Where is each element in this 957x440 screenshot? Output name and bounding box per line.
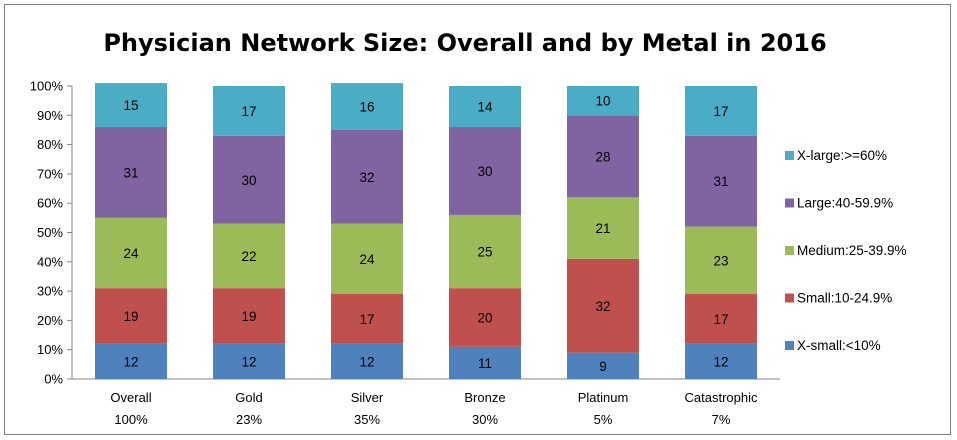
data-label: 25 — [477, 245, 492, 260]
data-label: 31 — [123, 165, 138, 180]
bar-segment — [685, 343, 757, 379]
bar-segment — [331, 343, 403, 379]
legend-label: X-large:>=60% — [797, 148, 887, 163]
bar-segment — [685, 86, 757, 136]
data-label: 17 — [713, 312, 728, 327]
y-tick-label: 20% — [37, 313, 63, 328]
data-label: 9 — [599, 359, 607, 374]
data-label: 30 — [477, 164, 492, 179]
legend-label: Medium:25-39.9% — [797, 243, 907, 258]
bar-segment — [567, 352, 639, 379]
data-label: 15 — [123, 98, 138, 113]
data-label: 17 — [241, 104, 256, 119]
bar-segment — [95, 288, 167, 344]
legend-swatch — [785, 293, 794, 303]
bar-segment — [449, 288, 521, 347]
bar-segment — [95, 343, 167, 379]
data-label: 12 — [359, 354, 374, 369]
y-tick-label: 70% — [37, 166, 63, 181]
x-tick-sublabel: 35% — [354, 412, 380, 427]
y-tick-label: 60% — [37, 196, 63, 211]
bar-segment — [567, 115, 639, 198]
legend: X-large:>=60% Large:40-59.9% Medium:25-39.… — [785, 148, 907, 353]
x-tick-sublabel: 7% — [712, 412, 731, 427]
x-tick-sublabel: 23% — [236, 412, 262, 427]
data-label: 24 — [359, 252, 375, 267]
bar-segment — [95, 127, 167, 218]
bar-segment — [213, 288, 285, 344]
data-label: 17 — [713, 104, 728, 119]
data-label: 12 — [241, 354, 256, 369]
data-label: 22 — [241, 249, 256, 264]
bar-segment — [331, 83, 403, 130]
data-label: 30 — [241, 173, 256, 188]
legend-swatch — [785, 246, 794, 255]
x-tick-label: Silver — [351, 390, 384, 405]
x-tick-label: Overall — [110, 390, 151, 405]
legend-label: Small:10-24.9% — [797, 291, 892, 306]
data-label: 23 — [713, 253, 728, 268]
bar-segment — [213, 223, 285, 289]
legend-label: X-small:<10% — [797, 338, 881, 353]
data-label: 28 — [595, 149, 610, 164]
data-label: 17 — [359, 312, 374, 327]
y-tick-label: 90% — [37, 108, 63, 123]
data-label: 11 — [478, 356, 492, 371]
bar-segment — [213, 135, 285, 224]
x-tick-label: Gold — [235, 390, 262, 405]
bar-segment — [331, 223, 403, 295]
y-tick-label: 30% — [37, 284, 63, 299]
bar-segment — [95, 83, 167, 128]
bar-segment — [685, 294, 757, 344]
data-label: 31 — [713, 174, 728, 189]
data-label: 24 — [123, 246, 139, 261]
bar-segment — [449, 346, 521, 379]
bar-segment — [213, 86, 285, 136]
y-tick-label: 0% — [44, 372, 63, 387]
legend-swatch — [785, 151, 794, 160]
x-tick-sublabel: 100% — [114, 412, 148, 427]
bar-segment — [331, 129, 403, 224]
data-label: 14 — [477, 100, 493, 115]
data-label: 20 — [477, 310, 492, 325]
x-tick-label: Bronze — [464, 390, 505, 405]
chart-title: Physician Network Size: Overall and by M… — [103, 29, 827, 57]
y-tick-label: 80% — [37, 137, 63, 152]
data-label: 19 — [241, 309, 256, 324]
data-label: 16 — [359, 100, 374, 115]
axes: 0% 10% 20% 30% 40% 50% 60% 70% 80% 90% 100% Overall… — [30, 79, 780, 427]
y-tick-label: 100% — [30, 79, 64, 94]
data-label: 12 — [123, 354, 138, 369]
y-tick-label: 10% — [37, 342, 63, 357]
bar-segment — [449, 86, 521, 128]
bar-segment — [567, 197, 639, 259]
legend-label: Large:40-59.9% — [797, 196, 893, 211]
bar-segment — [567, 258, 639, 353]
data-label: 32 — [595, 299, 610, 314]
data-label: 12 — [713, 354, 728, 369]
x-tick-label: Catastrophic — [685, 390, 758, 405]
bar-segment — [449, 214, 521, 289]
bar-segment — [449, 127, 521, 215]
data-label: 21 — [595, 221, 610, 236]
bar-segment — [567, 86, 639, 116]
legend-swatch — [785, 341, 794, 350]
data-label: 32 — [359, 170, 374, 185]
bar-segment — [685, 226, 757, 295]
x-tick-sublabel: 5% — [594, 412, 613, 427]
x-tick-label: Platinum — [578, 390, 629, 405]
bar-segment — [331, 294, 403, 344]
data-label: 10 — [595, 94, 610, 109]
legend-swatch — [785, 198, 794, 208]
bars: 12 19 24 31 15 12 19 22 30 17 12 17 24 32 16 11 20 25 30 14… — [95, 83, 757, 379]
y-tick-label: 40% — [37, 254, 63, 269]
y-tick-label: 50% — [37, 225, 63, 240]
x-tick-sublabel: 30% — [472, 412, 498, 427]
bar-segment — [95, 217, 167, 289]
bar-segment — [213, 343, 285, 379]
data-label: 19 — [123, 309, 138, 324]
bar-segment — [685, 135, 757, 227]
